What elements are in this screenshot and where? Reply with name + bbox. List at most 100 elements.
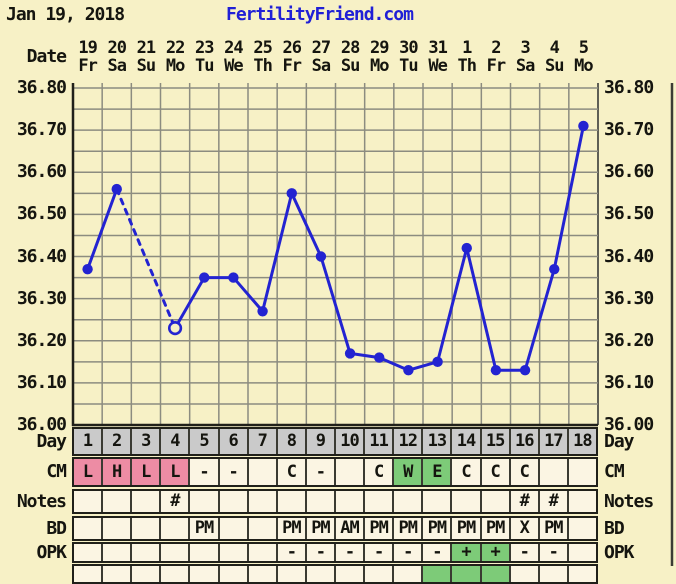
y-tick-label-left: 36.70	[16, 119, 67, 141]
date-cell: 23	[194, 38, 214, 58]
temp-point	[82, 263, 93, 275]
table-cell-next-day5	[190, 566, 220, 582]
date-cell: 3	[520, 38, 530, 58]
weekday-cell: Tu	[399, 56, 418, 76]
table-cell-notes-day12	[394, 491, 424, 512]
table-cell-day-day14: 14	[452, 429, 482, 454]
date-cell: 25	[253, 38, 272, 58]
table-cell-day-day18: 18	[568, 429, 596, 454]
table-cell-opk-day11: -	[365, 544, 395, 561]
table-cell-day-day8: 8	[277, 429, 307, 454]
row-label-right-day: Day	[604, 431, 635, 452]
y-tick-label-right: 36.60	[604, 161, 654, 183]
date-cell: 5	[578, 38, 589, 58]
table-cell-next-day9	[306, 566, 336, 582]
table-cell-next-day2	[103, 566, 133, 582]
weekday-cell: Fr	[282, 56, 301, 76]
temp-point	[490, 365, 502, 376]
table-cell-cm-day5: -	[190, 459, 220, 485]
row-label-left-notes: Notes	[16, 491, 67, 512]
table-cell-bd-day8: PM	[277, 518, 307, 539]
table-cell-bd-day10: AM	[335, 518, 366, 539]
table-cell-next-day1	[74, 566, 104, 582]
row-label-right-notes: Notes	[604, 491, 654, 512]
table-row-day: 1 2 3 4 5 6 7 8 9 10 11 12 13 14 15 16 17 18	[72, 427, 598, 456]
table-cell-bd-day6	[219, 518, 249, 539]
table-cell-notes-day10	[335, 491, 366, 512]
table-cell-bd-day7	[248, 518, 278, 539]
weekday-cell: Th	[253, 56, 272, 76]
table-cell-cm-day10	[335, 459, 366, 485]
table-cell-next-day17	[539, 566, 569, 582]
weekday-cell: Tu	[194, 56, 214, 76]
temp-point	[286, 188, 297, 199]
y-tick-label-right: 36.70	[604, 119, 654, 141]
temp-line-segment	[86, 187, 119, 271]
row-label-right-cm: CM	[604, 461, 625, 482]
weekday-cell: Su	[136, 56, 156, 76]
weekday-cell: Mo	[369, 56, 389, 76]
y-tick-label-left: 36.10	[16, 371, 67, 393]
table-cell-cm-day8: C	[277, 459, 307, 485]
table-cell-next-day15	[481, 566, 511, 582]
table-cell-bd-day16: X	[510, 518, 540, 539]
table-cell-opk-day12: -	[394, 544, 424, 561]
row-label-left-day: Day	[36, 431, 67, 452]
y-tick-label-left: 36.60	[16, 161, 67, 183]
temp-point-open	[167, 321, 183, 336]
table-cell-opk-day1	[74, 544, 104, 561]
chart-canvas	[71, 83, 674, 566]
table-cell-cm-day2: H	[103, 459, 133, 485]
row-label-right-bd: BD	[604, 518, 625, 539]
table-cell-next-day10	[335, 566, 366, 582]
table-cell-day-day9: 9	[306, 429, 336, 454]
weekday-cell: Sa	[515, 56, 535, 76]
table-cell-notes-day15	[481, 491, 511, 512]
table-cell-bd-day14: PM	[452, 518, 482, 539]
table-cell-opk-day16: -	[510, 544, 540, 561]
date-cell: 22	[165, 38, 185, 58]
table-cell-notes-day4: #	[161, 491, 191, 512]
weekday-cell: Th	[457, 56, 476, 76]
table-cell-day-day15: 15	[481, 429, 511, 454]
y-tick-label-left: 36.00	[16, 414, 67, 435]
table-cell-bd-day12: PM	[394, 518, 424, 539]
date-cell: 30	[399, 38, 418, 58]
table-cell-day-day11: 11	[365, 429, 395, 454]
date-cell: 29	[369, 38, 389, 58]
table-cell-opk-day14: +	[452, 544, 482, 561]
table-cell-day-day17: 17	[539, 429, 569, 454]
table-cell-notes-day16: #	[510, 491, 540, 512]
table-row-opk: - - - - - - + + - -	[72, 542, 598, 563]
weekday-cell: We	[428, 56, 447, 76]
weekday-cell: Mo	[165, 56, 185, 76]
weekday-cell: Su	[544, 56, 564, 76]
table-cell-day-day6: 6	[219, 429, 249, 454]
temp-line-segment	[552, 124, 585, 271]
temp-point	[257, 306, 268, 317]
table-cell-cm-day4: L	[161, 459, 191, 485]
weekday-cell: Sa	[311, 56, 331, 76]
table-cell-opk-day9: -	[306, 544, 336, 561]
table-cell-notes-day9	[306, 491, 336, 512]
table-cell-notes-day14	[452, 491, 482, 512]
table-cell-next-day6	[219, 566, 249, 582]
table-cell-opk-day8: -	[277, 544, 307, 561]
table-cell-cm-day9: -	[306, 459, 336, 485]
table-cell-bd-day1	[74, 518, 104, 539]
table-cell-day-day16: 16	[510, 429, 540, 454]
fertilityfriend-link[interactable]: FertilityFriend.com	[226, 4, 414, 25]
table-cell-opk-day15: +	[481, 544, 511, 561]
table-cell-bd-day18	[568, 518, 596, 539]
table-cell-notes-day17: #	[539, 491, 569, 512]
row-label-left-cm: CM	[46, 461, 67, 482]
table-cell-opk-day7	[248, 544, 278, 561]
weekday-cell: Sa	[107, 56, 126, 76]
table-cell-day-day10: 10	[335, 429, 366, 454]
table-cell-opk-day17: -	[539, 544, 569, 561]
date-cell: 20	[107, 38, 126, 58]
date-header-label: Date	[26, 46, 67, 67]
table-cell-bd-day13: PM	[423, 518, 453, 539]
temp-line-segment	[436, 246, 469, 364]
